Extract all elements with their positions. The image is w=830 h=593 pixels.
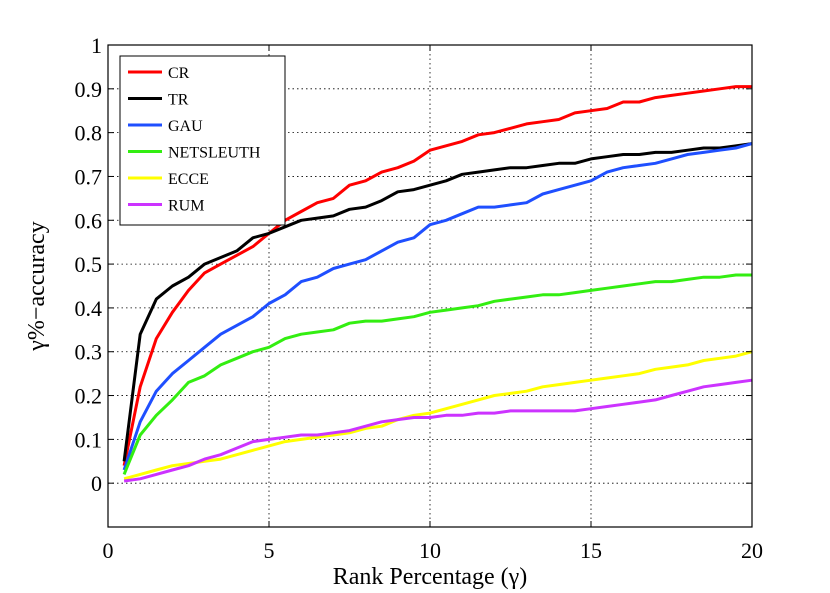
legend: CR TR GAU NETSLEUTH ECCE RUM [119, 55, 286, 226]
x-tick-label: 5 [264, 538, 275, 563]
y-tick-label: 0.9 [75, 77, 103, 102]
series-line-cr [122, 85, 752, 466]
series-line-ecce [123, 350, 753, 481]
series-line-rum [123, 378, 753, 483]
x-axis-label: Rank Percentage (γ) [333, 564, 528, 590]
x-tick-label: 10 [419, 538, 441, 563]
y-tick-label: 0.7 [75, 164, 103, 189]
axis-ticks: 0 5 10 15 20 0 0.1 0.2 0.3 0.4 0.5 0.6 0.7 0.8 0.9 1 [75, 33, 764, 563]
legend-label-cr: CR [168, 65, 190, 82]
y-tick-label: 0.5 [75, 252, 103, 277]
x-tick-label: 20 [741, 538, 763, 563]
y-tick-label: 0 [91, 471, 102, 496]
series-line-netsleuth [122, 273, 752, 475]
legend-label-gau: GAU [168, 118, 203, 135]
x-tick-label: 0 [103, 538, 114, 563]
y-tick-label: 0.1 [75, 427, 103, 452]
legend-label-ecce: ECCE [168, 171, 209, 188]
legend-label-rum: RUM [168, 198, 204, 215]
y-tick-label: 0.3 [75, 340, 103, 365]
series-line-tr [122, 142, 753, 462]
y-tick-label: 0.8 [75, 121, 103, 146]
y-tick-label: 0.4 [75, 296, 103, 321]
x-tick-label: 15 [580, 538, 602, 563]
series-line-gau [122, 142, 753, 471]
y-tick-label: 0.6 [75, 208, 103, 233]
series-lines [122, 85, 753, 483]
legend-label-tr: TR [168, 92, 189, 109]
legend-box [119, 55, 286, 226]
y-tick-label: 0.2 [75, 384, 103, 409]
legend-label-netsleuth: NETSLEUTH [168, 145, 261, 162]
y-axis-label: γ%−accuracy [24, 221, 50, 351]
y-tick-label: 1 [91, 33, 102, 58]
